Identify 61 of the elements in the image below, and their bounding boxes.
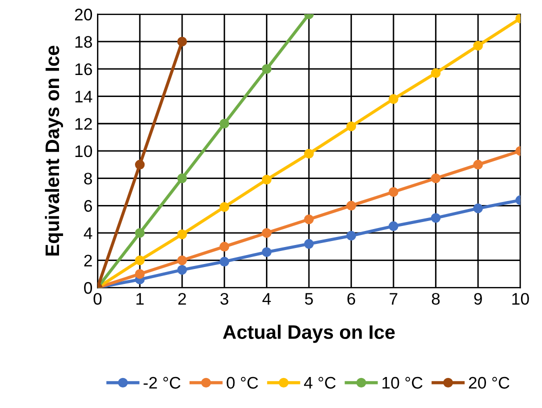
point	[304, 239, 314, 249]
x-tick-label: 5	[304, 293, 313, 305]
point	[177, 173, 187, 184]
point	[262, 174, 272, 185]
y-tick-label: 16	[75, 63, 92, 76]
y-tick-label: 18	[75, 36, 92, 48]
y-axis-title: Equivalent Days on Ice	[44, 46, 64, 256]
point	[304, 214, 314, 224]
point	[388, 94, 398, 104]
point	[473, 160, 483, 170]
point	[473, 204, 483, 214]
y-tick-label: 12	[75, 118, 92, 130]
point	[220, 242, 230, 252]
point	[220, 256, 230, 267]
legend-label: 10 °C	[382, 376, 422, 389]
point	[262, 247, 272, 257]
point	[177, 36, 187, 46]
x-tick-label: 6	[347, 292, 356, 305]
y-tick-label: 10	[75, 145, 92, 158]
x-tick-label: 8	[432, 292, 440, 305]
point	[177, 265, 187, 275]
point	[346, 230, 356, 241]
point	[430, 68, 441, 78]
y-tick-label: 0	[84, 282, 92, 294]
point	[388, 187, 398, 197]
x-tick-label: 2	[178, 292, 186, 305]
point	[134, 255, 145, 266]
point	[346, 200, 356, 210]
x-tick-label: 7	[390, 293, 398, 305]
point	[134, 228, 145, 238]
point	[346, 121, 356, 132]
legend-label: -2 °C	[144, 376, 180, 389]
x-tick-label: 1	[136, 293, 144, 305]
point	[473, 40, 483, 51]
point	[220, 118, 230, 128]
x-tick-label: 4	[262, 293, 271, 305]
point	[430, 213, 441, 223]
x-axis-title: Actual Days on Ice	[222, 324, 395, 343]
point	[134, 160, 145, 170]
legend-label: 4 °C	[304, 376, 336, 389]
y-tick-label: 6	[84, 200, 92, 212]
point	[177, 255, 187, 266]
x-tick-label: 3	[220, 292, 228, 305]
x-tick-label: 0	[94, 292, 102, 305]
legend-label: 20 °C	[468, 376, 510, 389]
point	[177, 229, 187, 240]
y-tick-label: 20	[75, 8, 92, 20]
point	[430, 173, 441, 184]
y-tick-label: 14	[75, 90, 92, 102]
legend-label: 0 °C	[226, 376, 258, 389]
y-tick-label: 4	[84, 228, 92, 240]
point	[304, 148, 314, 159]
y-tick-label: 2	[84, 254, 92, 266]
y-tick-label: 8	[84, 172, 92, 184]
point	[262, 64, 272, 74]
point	[388, 221, 398, 231]
x-tick-label: 9	[474, 292, 482, 305]
x-tick-label: 10	[512, 292, 529, 305]
point	[220, 202, 230, 212]
point	[134, 269, 145, 279]
point	[262, 228, 272, 238]
